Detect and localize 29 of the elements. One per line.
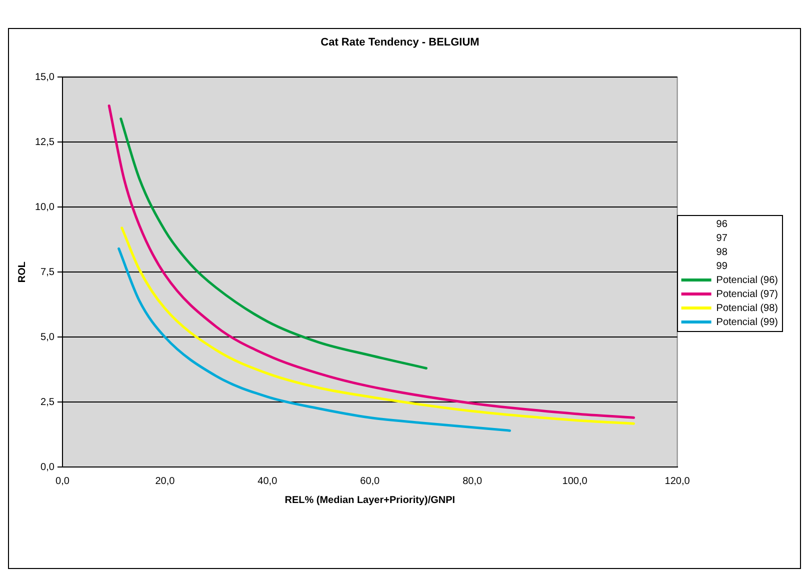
line-series: [120, 226, 635, 425]
y-tick-label: 0,0: [40, 462, 55, 473]
x-tick-label: 80,0: [462, 476, 483, 487]
x-tick-label: 20,0: [155, 476, 176, 487]
x-tick-label: 100,0: [562, 476, 588, 487]
y-tick-label: 7,5: [40, 266, 55, 278]
line-series: [108, 104, 635, 419]
text: 99: [716, 260, 728, 272]
line-series: [120, 118, 428, 370]
y-tick-label: 15,0: [34, 72, 55, 83]
legend-label: Potencial (96): [716, 274, 778, 286]
legend-label: Potencial (98): [716, 302, 778, 314]
legend-label: Potencial (99): [716, 316, 778, 328]
y-tick-label: 12,5: [34, 136, 55, 148]
legend-label: Potencial (97): [716, 288, 778, 300]
x-tick-label: 60,0: [360, 476, 380, 487]
x-tick-label: 0,0: [56, 476, 70, 487]
x-tick-label: 120,0: [664, 476, 690, 487]
x-tick-label: 40,0: [258, 476, 278, 487]
x-axis-title: REL% (Median Layer+Priority)/GNPI: [284, 494, 456, 506]
chart-title: Cat Rate Tendency - BELGIUM: [320, 36, 480, 49]
y-axis-title: ROL: [16, 262, 28, 283]
text: 97: [716, 232, 728, 244]
y-tick-label: 2,5: [40, 396, 55, 408]
text: 96: [716, 218, 728, 230]
y-tick-label: 10,0: [34, 202, 55, 213]
text: 98: [716, 246, 728, 258]
line-series: [118, 247, 512, 432]
y-tick-label: 5,0: [40, 332, 55, 343]
